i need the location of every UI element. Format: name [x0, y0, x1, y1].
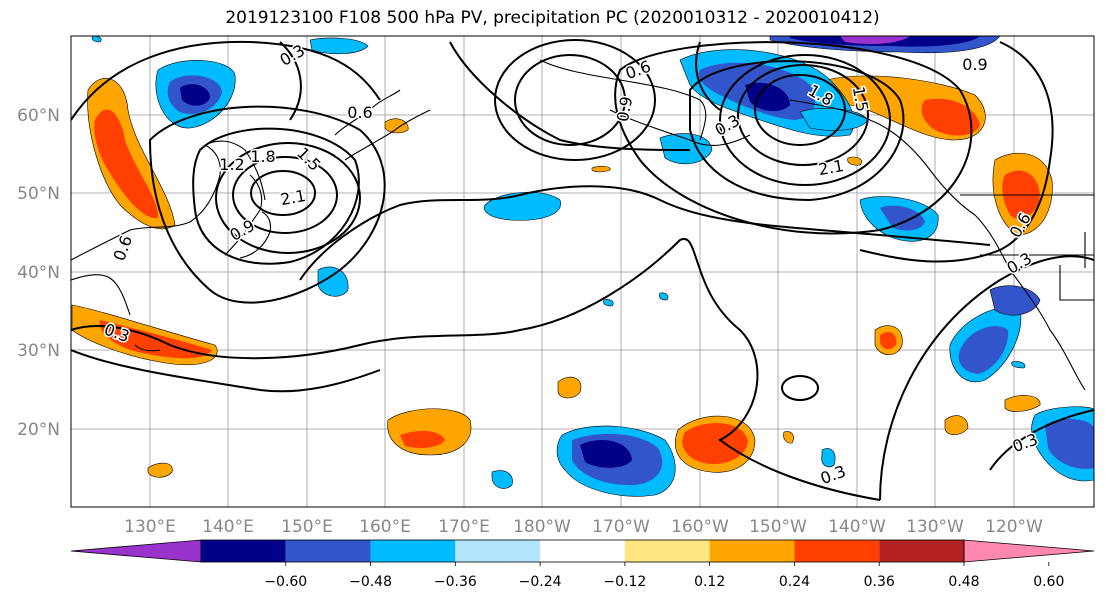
longitude-label: 150°W — [749, 517, 807, 537]
colorbar-extend-low — [70, 539, 202, 563]
colorbar-tick-label: −0.24 — [519, 574, 562, 590]
longitude-label: 160°E — [359, 517, 411, 537]
colorbar-tick-label: 0.36 — [864, 574, 895, 590]
colorbar-tick-label: −0.12 — [603, 574, 646, 590]
longitude-label: 140°W — [828, 517, 886, 537]
colorbar-segment — [285, 540, 371, 562]
longitude-labels: 130°E 140°E 150°E 160°E 170°E 180°W 170°W 160°W… — [124, 517, 1043, 537]
longitude-label: 140°E — [202, 517, 254, 537]
longitude-label: 170°E — [438, 517, 490, 537]
colorbar-tick-label: −0.48 — [349, 574, 392, 590]
contour-label: 0.6 — [347, 103, 372, 122]
colorbar-segment — [709, 540, 795, 562]
latitude-label: 50°N — [17, 184, 60, 204]
longitude-label: 150°E — [281, 517, 333, 537]
colorbar-tick-label: 0.12 — [694, 574, 725, 590]
latitude-label: 30°N — [17, 341, 60, 361]
colorbar-segment — [201, 540, 286, 562]
longitude-label: 160°W — [671, 517, 729, 537]
colorbar-tick-label: 0.60 — [1033, 574, 1064, 590]
pv-contours — [71, 39, 1094, 501]
latitude-labels: 60°N 50°N 40°N 30°N 20°N — [17, 106, 60, 440]
colorbar-segment — [455, 540, 541, 562]
longitude-label: 170°W — [592, 517, 650, 537]
colorbar-segment — [370, 540, 456, 562]
colorbar: −0.60 −0.48 −0.36 −0.24 −0.12 0.12 0.24 0.36 0.4… — [70, 539, 1095, 590]
contour-label: 1.2 — [219, 155, 244, 174]
coastlines — [71, 59, 1094, 391]
colorbar-segment — [794, 540, 880, 562]
longitude-label: 130°W — [906, 517, 964, 537]
colorbar-segment — [879, 540, 964, 562]
colorbar-tick-label: −0.36 — [434, 574, 477, 590]
contour-label: 2.1 — [817, 156, 845, 179]
latitude-label: 20°N — [17, 420, 60, 440]
contour-label: 0.9 — [962, 55, 987, 74]
precip-positive-areas — [71, 75, 1053, 478]
contour-label: 1.8 — [250, 147, 275, 166]
colorbar-segment — [624, 540, 710, 562]
map-title: 2019123100 F108 500 hPa PV, precipitatio… — [225, 8, 880, 28]
plot-frame — [70, 35, 1095, 508]
colorbar-tick-label: 0.48 — [948, 574, 979, 590]
longitude-label: 120°W — [985, 517, 1043, 537]
colorbar-tick-label: 0.24 — [779, 574, 810, 590]
latitude-label: 60°N — [17, 106, 60, 126]
latitude-label: 40°N — [17, 263, 60, 283]
colorbar-extend-high — [963, 539, 1095, 563]
longitude-label: 130°E — [124, 517, 176, 537]
colorbar-tick-label: −0.60 — [264, 574, 307, 590]
longitude-label: 180°W — [513, 517, 571, 537]
colorbar-segment — [540, 540, 625, 562]
